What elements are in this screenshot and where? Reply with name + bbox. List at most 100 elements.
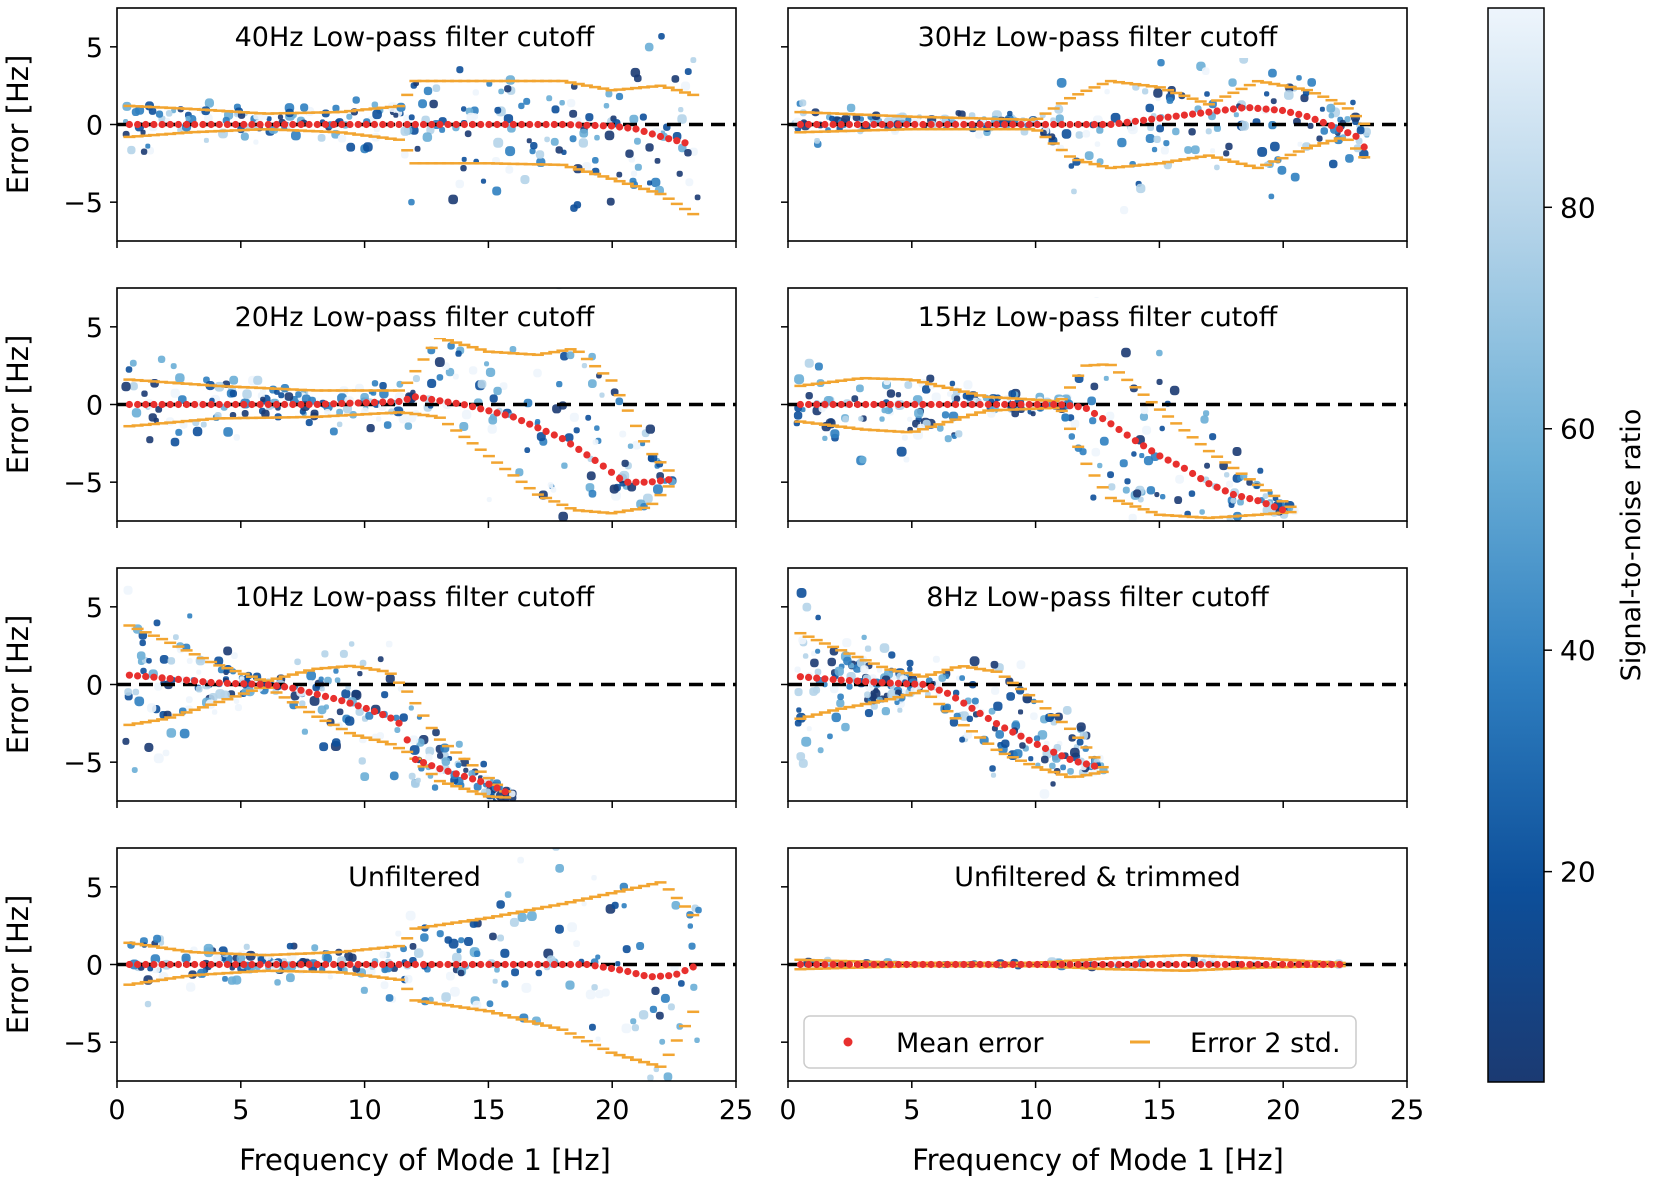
- snr-point: [408, 198, 415, 206]
- mean-error-point: [289, 120, 297, 129]
- mean-error-point: [477, 405, 485, 413]
- mean-error-series: [796, 960, 1344, 969]
- mean-error-point: [223, 120, 231, 129]
- mean-error-point: [1205, 108, 1213, 116]
- snr-point: [595, 954, 601, 960]
- snr-point: [517, 912, 527, 922]
- mean-error-point: [1156, 960, 1164, 969]
- snr-point: [1091, 447, 1101, 457]
- snr-point: [1232, 447, 1242, 456]
- mean-error-point: [542, 120, 550, 129]
- snr-point: [445, 367, 455, 377]
- snr-point: [678, 980, 685, 987]
- mean-error-point: [403, 960, 411, 969]
- snr-point: [524, 447, 531, 453]
- x-tick-label: 20: [595, 1095, 629, 1126]
- snr-point: [480, 178, 487, 184]
- snr-point: [468, 770, 476, 778]
- snr-point: [1268, 68, 1277, 78]
- mean-error-point: [1123, 960, 1131, 969]
- mean-error-point: [534, 120, 542, 129]
- snr-point: [827, 657, 836, 667]
- mean-error-point: [1090, 960, 1099, 969]
- snr-point: [324, 676, 332, 685]
- mean-error-point: [493, 960, 501, 969]
- snr-point: [643, 493, 653, 504]
- snr-point: [1145, 103, 1154, 113]
- mean-error-point: [526, 120, 534, 129]
- mean-error-point: [125, 400, 133, 409]
- snr-point: [493, 386, 502, 396]
- snr-point: [185, 696, 193, 704]
- snr-point: [564, 433, 574, 442]
- mean-error-point: [1082, 120, 1090, 129]
- snr-point: [286, 973, 295, 983]
- snr-point: [1153, 88, 1163, 98]
- snr-point: [146, 658, 152, 664]
- mean-error-point: [591, 456, 599, 464]
- mean-error-point: [191, 677, 199, 685]
- mean-error-point: [862, 960, 870, 969]
- snr-point: [631, 170, 638, 177]
- snr-point: [346, 142, 356, 152]
- snr-point: [1277, 165, 1287, 175]
- snr-point: [509, 346, 517, 353]
- snr-point: [456, 948, 462, 954]
- snr-point: [455, 762, 462, 768]
- snr-point: [547, 482, 554, 488]
- snr-point: [432, 84, 441, 92]
- snr-point: [530, 142, 538, 150]
- snr-point: [153, 417, 159, 424]
- mean-error-point: [281, 960, 289, 969]
- mean-error-point: [542, 960, 550, 969]
- snr-point: [385, 640, 393, 648]
- mean-error-point: [968, 704, 976, 712]
- snr-point: [846, 683, 853, 690]
- panel-title-box: [944, 858, 1251, 898]
- mean-error-point: [1115, 960, 1123, 969]
- mean-error-point: [1017, 960, 1025, 969]
- mean-error-point: [1213, 483, 1221, 491]
- panel-plot-area: [117, 288, 736, 521]
- mean-error-point: [248, 400, 256, 409]
- snr-point: [401, 150, 409, 159]
- snr-point: [965, 393, 974, 401]
- snr-point: [186, 658, 193, 664]
- snr-point: [959, 736, 965, 743]
- snr-point: [1049, 762, 1056, 770]
- snr-point: [253, 139, 259, 145]
- snr-point: [344, 716, 355, 726]
- snr-point: [1120, 206, 1129, 215]
- mean-error-point: [1336, 125, 1344, 133]
- x-tick-label: 10: [347, 1095, 381, 1126]
- mean-error-point: [362, 960, 370, 969]
- snr-point: [680, 81, 691, 91]
- mean-error-point: [166, 960, 174, 969]
- panel-title-box: [332, 858, 497, 898]
- snr-point: [1068, 433, 1075, 440]
- snr-point: [131, 108, 140, 116]
- mean-error-point: [1197, 109, 1205, 117]
- mean-error-point: [419, 394, 428, 402]
- snr-point: [122, 737, 130, 745]
- snr-point: [441, 992, 451, 1002]
- mean-error-point: [362, 120, 370, 129]
- y-tick-label: 0: [86, 671, 103, 702]
- mean-error-point: [485, 120, 493, 129]
- colorbar-gradient: [1487, 7, 1545, 1083]
- snr-point: [492, 978, 498, 984]
- snr-point: [447, 342, 455, 350]
- snr-point: [573, 427, 580, 434]
- mean-error-point: [1221, 487, 1229, 495]
- snr-point: [1201, 67, 1210, 75]
- mean-error-point: [976, 400, 984, 409]
- mean-error-point: [1221, 960, 1229, 969]
- mean-error-point: [952, 960, 960, 969]
- snr-point: [599, 392, 605, 398]
- mean-error-point: [1229, 960, 1237, 969]
- mean-error-point: [330, 960, 338, 969]
- snr-point: [1070, 747, 1080, 758]
- legend-mean-error-label: Mean error: [896, 1028, 1044, 1059]
- snr-point: [814, 362, 823, 371]
- mean-error-point: [1115, 119, 1123, 127]
